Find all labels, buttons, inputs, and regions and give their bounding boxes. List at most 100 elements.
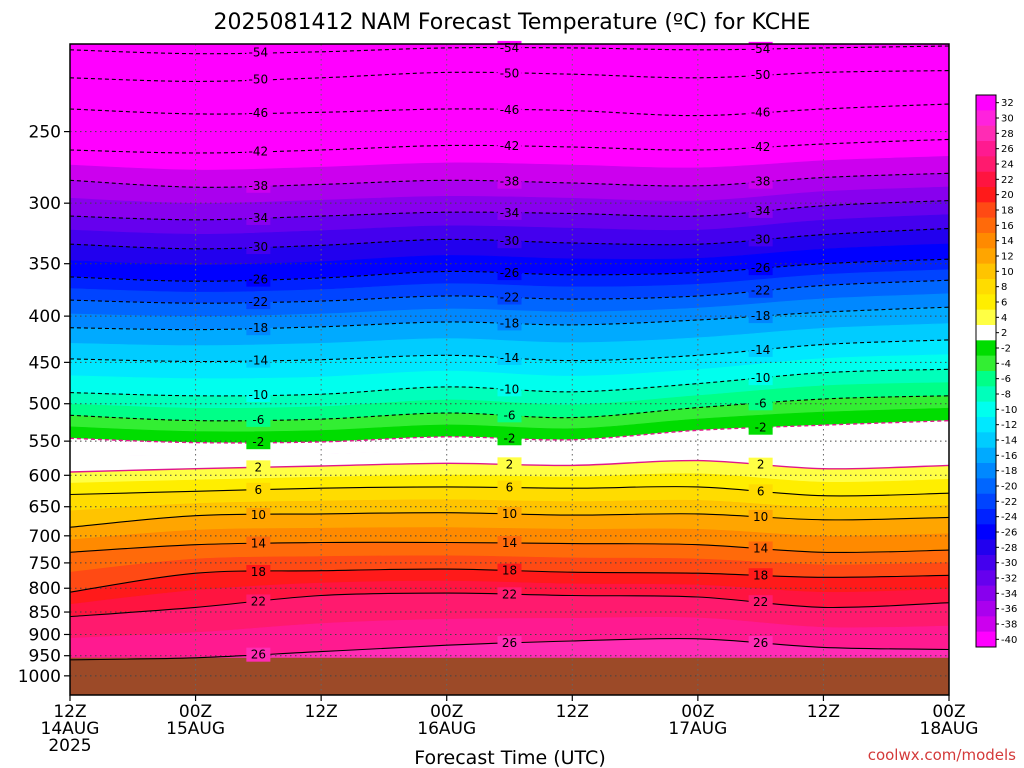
colorbar-label: -14 bbox=[1001, 436, 1017, 447]
time-tick-label: 18AUG bbox=[920, 719, 979, 739]
x-axis-label: Forecast Time (UTC) bbox=[414, 747, 605, 768]
isotherm-label-bg bbox=[246, 536, 271, 551]
isotherm-label-bg bbox=[497, 408, 522, 423]
isotherm-label-bg bbox=[497, 636, 522, 651]
pressure-tick-label: 500 bbox=[29, 395, 61, 415]
isotherm-label: -42 bbox=[249, 145, 269, 159]
colorbar-label: 28 bbox=[1001, 129, 1014, 140]
isotherm-label-bg bbox=[748, 41, 773, 56]
pressure-tick-label: 400 bbox=[29, 307, 61, 327]
isotherm-label: -30 bbox=[500, 234, 520, 248]
colorbar-swatch bbox=[976, 524, 996, 540]
colorbar-swatch bbox=[976, 187, 996, 203]
isotherm-label: 26 bbox=[502, 636, 517, 650]
isotherm-label: 10 bbox=[753, 510, 768, 524]
colorbar-swatch bbox=[976, 355, 996, 372]
isotherm-label-bg bbox=[748, 595, 773, 610]
isotherm-label: 6 bbox=[506, 481, 514, 495]
isotherm-label: 18 bbox=[502, 564, 517, 578]
colorbar-swatch bbox=[976, 463, 996, 479]
colorbar-swatch bbox=[976, 110, 996, 126]
isotherm-label-bg bbox=[748, 283, 773, 298]
isotherm-label-bg bbox=[748, 420, 773, 435]
colorbar-swatch bbox=[976, 570, 996, 586]
isotherm-label: 22 bbox=[502, 587, 517, 601]
isotherm-label-bg bbox=[748, 396, 773, 411]
isotherm-label-bg bbox=[497, 234, 522, 249]
isotherm-label: -18 bbox=[500, 316, 520, 330]
isotherm-label-bg bbox=[246, 435, 271, 450]
isotherm-label-bg bbox=[246, 72, 271, 87]
colorbar-swatch bbox=[976, 248, 996, 264]
isotherm-label: 10 bbox=[502, 507, 517, 521]
colorbar-label: 10 bbox=[1001, 267, 1014, 278]
isotherm-label-bg bbox=[497, 480, 522, 495]
time-tick-label: 00Z bbox=[179, 702, 212, 722]
isotherm-label: 26 bbox=[753, 636, 768, 650]
colorbar-swatch bbox=[976, 539, 996, 556]
isotherm-label-bg bbox=[246, 387, 271, 402]
time-tick-label: 12Z bbox=[305, 702, 338, 722]
isotherm-label-bg bbox=[246, 594, 271, 609]
isotherm-label: -22 bbox=[500, 291, 520, 305]
isotherm-label: 22 bbox=[753, 595, 768, 609]
colorbar-swatch bbox=[976, 325, 996, 341]
colorbar-swatch bbox=[976, 95, 996, 111]
isotherm-label-bg bbox=[497, 102, 522, 117]
isotherm-label-bg bbox=[246, 178, 271, 193]
isotherm-label-bg bbox=[246, 210, 271, 225]
colorbar-label: -28 bbox=[1001, 543, 1017, 554]
isotherm-label-bg bbox=[246, 295, 271, 310]
isotherm-label: -14 bbox=[751, 343, 771, 357]
colorbar-swatch bbox=[976, 263, 996, 280]
colorbar-swatch bbox=[976, 156, 996, 172]
colorbar-label: 22 bbox=[1001, 175, 1014, 186]
pressure-axis: 2503003504004505005506006507007508008509… bbox=[18, 123, 70, 687]
colorbar-swatch bbox=[976, 371, 996, 387]
colorbar-label: -6 bbox=[1001, 374, 1011, 385]
isotherm-label-bg bbox=[246, 240, 271, 255]
colorbar-frame bbox=[975, 94, 997, 648]
isotherm-label: -26 bbox=[751, 261, 771, 275]
colorbar-label: 12 bbox=[1001, 252, 1014, 263]
isotherm-label-bg bbox=[497, 506, 522, 521]
colorbar-swatch bbox=[976, 340, 996, 356]
isotherm-label: 6 bbox=[255, 483, 263, 497]
isotherm-label-bg bbox=[497, 563, 522, 578]
colorbar-swatch bbox=[976, 585, 996, 602]
isotherm-label-bg bbox=[246, 106, 271, 121]
pressure-tick-label: 650 bbox=[29, 498, 61, 518]
isotherm-label: -18 bbox=[751, 309, 771, 323]
colorbar-label: -10 bbox=[1001, 405, 1017, 416]
colorbar-swatch bbox=[976, 294, 996, 310]
colorbar-label: 14 bbox=[1001, 236, 1014, 247]
colorbar-label: -38 bbox=[1001, 620, 1017, 631]
isotherm-label: -54 bbox=[249, 46, 269, 60]
colorbar-swatch bbox=[976, 601, 996, 617]
colorbar-label: 30 bbox=[1001, 114, 1014, 125]
pressure-tick-label: 300 bbox=[29, 194, 61, 214]
pressure-tick-label: 250 bbox=[29, 123, 61, 143]
isotherm-label: -38 bbox=[751, 175, 771, 189]
isotherm-label-bg bbox=[748, 68, 773, 83]
colorbar-label: -34 bbox=[1001, 589, 1017, 600]
isotherm-label: -26 bbox=[249, 273, 269, 287]
isotherm-label: 14 bbox=[251, 537, 266, 551]
credit-text[interactable]: coolwx.com/models bbox=[868, 746, 1016, 764]
colorbar-label: 26 bbox=[1001, 144, 1014, 155]
isotherm-label: 2 bbox=[506, 457, 514, 471]
colorbar-swatch bbox=[976, 141, 996, 157]
colorbar-label: 4 bbox=[1001, 313, 1007, 324]
isotherm-label: 14 bbox=[753, 541, 768, 555]
time-tick-label: 14AUG bbox=[41, 719, 100, 739]
isotherm-label-bg bbox=[748, 309, 773, 324]
time-tick-label: 00Z bbox=[430, 702, 463, 722]
isotherm-label-bg bbox=[497, 536, 522, 551]
colorbar-label: -2 bbox=[1001, 344, 1011, 355]
colorbar-label: 2 bbox=[1001, 328, 1007, 339]
colorbar-label: -16 bbox=[1001, 451, 1017, 462]
colorbar-swatch bbox=[976, 478, 996, 494]
isotherm-label: 10 bbox=[251, 508, 266, 522]
isotherm-label: -46 bbox=[500, 103, 520, 117]
